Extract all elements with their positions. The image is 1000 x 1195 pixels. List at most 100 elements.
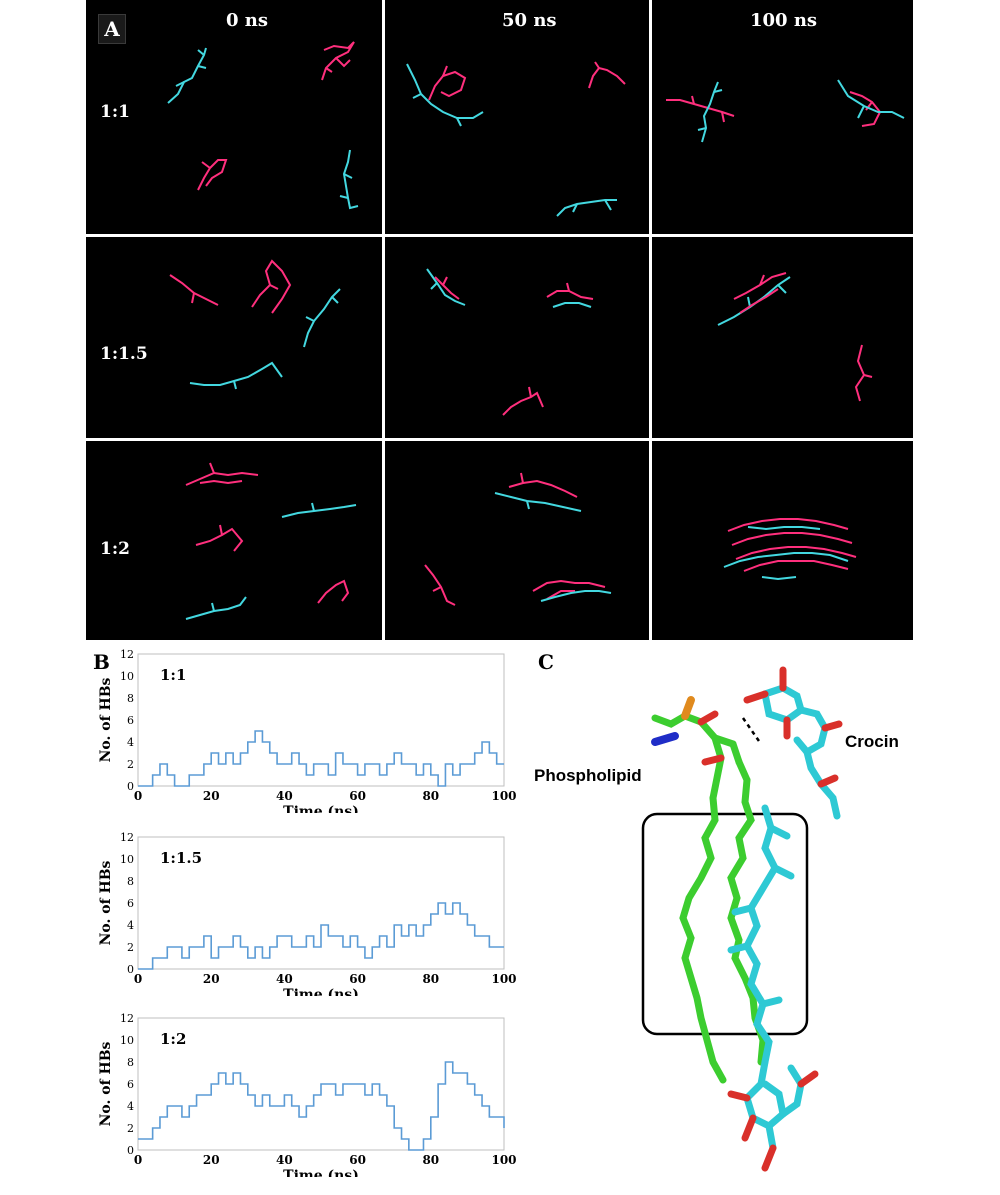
x-tick-label: 80	[422, 972, 439, 986]
x-tick-label: 60	[349, 1153, 366, 1167]
crocin-molecule	[321, 41, 355, 81]
molecules-100ns-1-2	[723, 518, 857, 581]
phospholipid-tail	[679, 776, 767, 1084]
y-tick-label: 4	[127, 919, 134, 932]
crocin-molecule	[666, 95, 735, 123]
y-tick-label: 8	[127, 875, 134, 888]
y-tick-label: 10	[120, 853, 134, 866]
time-label-50ns: 50 ns	[502, 10, 557, 31]
y-tick-label: 0	[127, 1144, 134, 1157]
crocin-sugar-head	[743, 666, 843, 820]
crocin-molecule	[733, 272, 787, 314]
phospholipid-molecule	[281, 502, 357, 518]
phospholipid-molecule	[552, 302, 592, 308]
y-tick-label: 8	[127, 1056, 134, 1069]
crocin-molecule	[546, 282, 594, 300]
crocin-molecule	[854, 344, 873, 402]
phospholipid-molecule	[339, 149, 359, 210]
phospholipid-molecule	[723, 526, 849, 581]
crocin-polyene-chain	[727, 804, 795, 1066]
cell-r2-c0: 1:2	[86, 441, 382, 640]
crocin-molecule	[169, 274, 219, 306]
y-tick-label: 4	[127, 736, 134, 749]
x-tick-label: 20	[203, 789, 220, 803]
phospholipid-molecule	[189, 361, 283, 390]
crocin-molecule	[532, 579, 606, 600]
crocin-molecule	[428, 65, 467, 101]
cell-r2-c1	[385, 441, 649, 640]
crocin-molecule	[424, 564, 456, 606]
panel-a-letter: A	[98, 14, 126, 44]
cell-r1-c0: 1:1.5	[86, 237, 382, 438]
phospholipid-head	[651, 696, 751, 802]
x-tick-label: 0	[134, 789, 142, 803]
molecules-50ns-1-2	[424, 472, 612, 606]
y-tick-label: 10	[120, 670, 134, 683]
ratio-label-1-2: 1:2	[100, 539, 130, 559]
y-tick-label: 8	[127, 692, 134, 705]
panel-c: Phospholipid Crocin	[525, 648, 955, 1188]
cell-r1-c2	[652, 237, 913, 438]
panel-c-letter: C	[538, 650, 554, 674]
x-tick-label: 100	[491, 1153, 516, 1167]
crocin-sugar-tail	[727, 1058, 819, 1172]
phospholipid-molecule	[540, 590, 612, 602]
phospholipid-molecule	[697, 81, 723, 143]
crocin-label: Crocin	[845, 732, 899, 751]
phospholipid-molecule	[494, 492, 582, 512]
x-tick-label: 40	[276, 972, 293, 986]
crocin-molecule	[251, 259, 292, 314]
crocin-molecule	[588, 61, 626, 89]
crocin-molecule	[849, 91, 882, 127]
hydrophobic-region-box	[641, 812, 809, 1036]
y-tick-label: 12	[120, 648, 134, 661]
ratio-label-1-1.5: 1:1.5	[100, 344, 148, 364]
y-tick-label: 6	[127, 897, 134, 910]
hb-chart-1-1: 1:1 0 2 4 6 8 10 12 0 20 40 60 80 100 Time (ns) No. of …	[98, 648, 517, 813]
y-tick-label: 0	[127, 963, 134, 976]
molecules-100ns-1-1.5	[717, 272, 873, 402]
hb-series-line	[138, 902, 504, 970]
x-tick-label: 80	[422, 1153, 439, 1167]
hb-series-line	[138, 1061, 505, 1151]
plot-frame	[137, 653, 505, 787]
x-tick-label: 100	[491, 972, 516, 986]
cell-r2-c2	[652, 441, 913, 640]
x-tick-label: 20	[203, 1153, 220, 1167]
crocin-molecule	[508, 472, 578, 498]
time-label-0ns: 0 ns	[226, 10, 269, 31]
molecules-100ns-1-1	[666, 79, 905, 143]
x-tick-label: 0	[134, 972, 142, 986]
phospholipid-molecule	[556, 199, 617, 217]
phospholipid-label: Phospholipid	[534, 766, 642, 785]
crocin-molecule	[727, 518, 857, 572]
crocin-molecule	[317, 579, 350, 604]
phospholipid-molecule	[837, 79, 905, 119]
molecular-structure	[641, 666, 843, 1172]
phospholipid-molecule	[185, 596, 247, 620]
y-tick-label: 6	[127, 714, 134, 727]
x-tick-label: 20	[203, 972, 220, 986]
y-tick-label: 2	[127, 758, 134, 771]
y-axis-label: No. of HBs	[98, 1041, 114, 1126]
crocin-molecule	[502, 386, 544, 416]
x-tick-label: 40	[276, 789, 293, 803]
y-axis-label: No. of HBs	[98, 677, 114, 762]
phospholipid-molecule	[303, 288, 341, 348]
chart-title: 1:1.5	[160, 849, 202, 867]
molecules-0ns-1-1.5	[169, 259, 341, 390]
phospholipid-molecule	[167, 47, 207, 104]
crocin-molecule	[197, 159, 228, 191]
hb-chart-1-1.5: 1:1.5 0 2 4 6 8 10 12 0 20 40 60 80 100 Time (ns) No. o…	[98, 831, 517, 996]
crocin-molecule	[195, 524, 244, 552]
molecules-50ns-1-1	[406, 61, 626, 217]
x-axis-label: Time (ns)	[283, 1168, 359, 1177]
y-tick-label: 6	[127, 1078, 134, 1091]
x-tick-label: 40	[276, 1153, 293, 1167]
molecules-0ns-1-1	[167, 41, 359, 210]
hb-series-line	[138, 730, 504, 787]
x-tick-label: 100	[491, 789, 516, 803]
ratio-label-1-1: 1:1	[100, 102, 130, 122]
phospholipid-molecule	[406, 63, 484, 127]
y-tick-label: 0	[127, 780, 134, 793]
